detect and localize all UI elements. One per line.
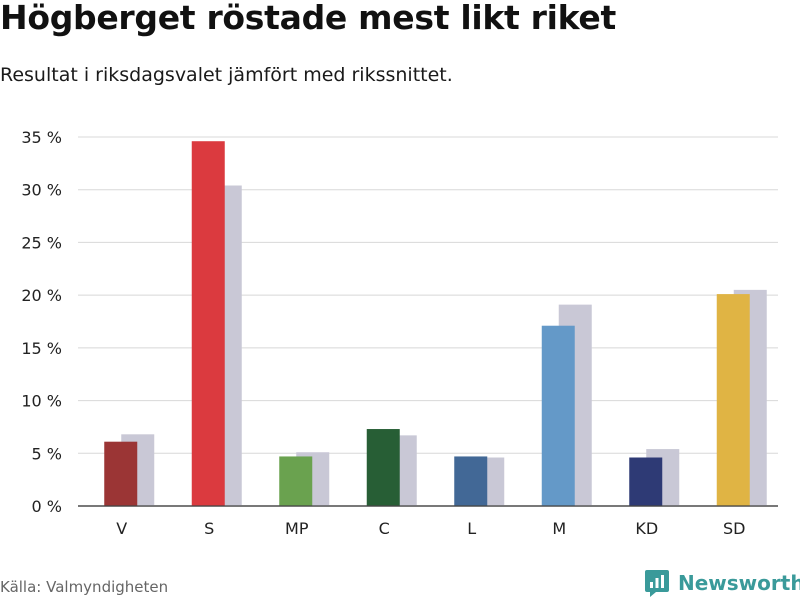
bar-local-kd: [629, 457, 663, 506]
y-tick-label: 20 %: [21, 286, 62, 305]
brand-name: Newsworthy: [678, 571, 800, 595]
x-tick-label: L: [467, 519, 476, 538]
y-tick-label: 25 %: [21, 233, 62, 252]
y-tick-label: 30 %: [21, 181, 62, 200]
bar-local-c: [366, 429, 400, 506]
y-tick-label: 5 %: [32, 444, 62, 463]
x-tick-label: C: [379, 519, 390, 538]
y-tick-label: 0 %: [32, 497, 62, 516]
y-tick-label: 15 %: [21, 339, 62, 358]
x-tick-label: MP: [285, 519, 309, 538]
x-tick-label: V: [116, 519, 127, 538]
y-tick-label: 10 %: [21, 392, 62, 411]
x-tick-label: S: [204, 519, 214, 538]
bar-chart: 0 % 5 % 10 % 15 % 20 % 25 % 30 % 35 % V S MP C L M KD S…: [21, 128, 778, 538]
y-tick-label: 35 %: [21, 128, 62, 147]
bar-local-s: [191, 141, 225, 506]
bar-local-sd: [716, 294, 750, 506]
chart-subtitle: Resultat i riksdagsvalet jämfört med rik…: [0, 64, 453, 86]
newsworthy-logo-icon: [645, 570, 669, 597]
bar-local-m: [541, 325, 575, 506]
brand-logo: Newsworthy: [644, 566, 800, 600]
bar-local-v: [104, 441, 138, 506]
x-tick-label: M: [552, 519, 566, 538]
source-note: Källa: Valmyndigheten: [0, 578, 169, 596]
chart-title: Högberget röstade mest likt riket: [0, 0, 616, 37]
bar-local-mp: [279, 456, 313, 506]
x-tick-label: KD: [635, 519, 658, 538]
x-tick-label: SD: [723, 519, 745, 538]
bar-local-l: [454, 456, 488, 506]
